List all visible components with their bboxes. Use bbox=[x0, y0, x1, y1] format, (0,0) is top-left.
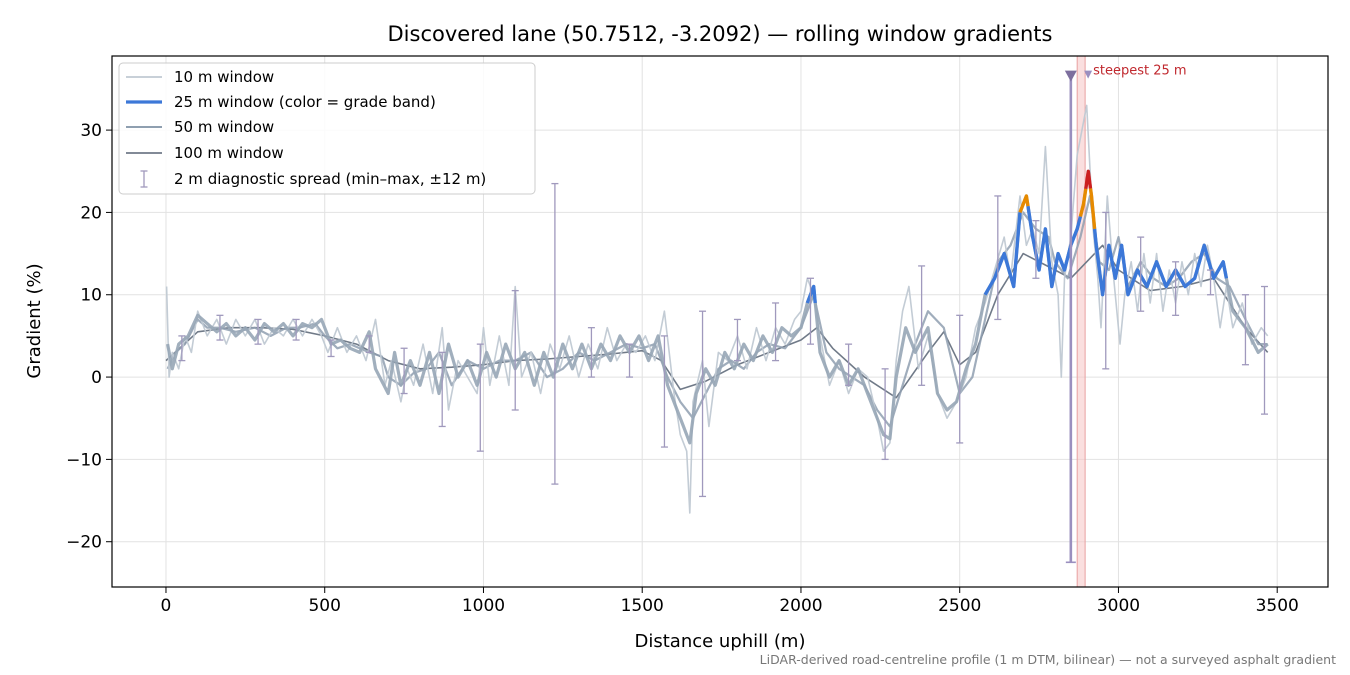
x-axis: 0 500 1000 1500 2000 2500 3000 3500 bbox=[161, 587, 1299, 616]
x-tick-label: 3500 bbox=[1256, 596, 1299, 616]
x-tick-label: 3000 bbox=[1097, 596, 1140, 616]
y-tick-label: 0 bbox=[91, 368, 102, 388]
legend-label-w25: 25 m window (color = grade band) bbox=[174, 93, 436, 111]
y-tick-label: 30 bbox=[80, 121, 102, 141]
series-layer bbox=[165, 104, 1269, 514]
error-bar-layer bbox=[178, 182, 1269, 498]
legend-label-err: 2 m diagnostic spread (min–max, ±12 m) bbox=[174, 170, 486, 188]
grade-band-red bbox=[1084, 169, 1093, 190]
y-axis: −20 −10 0 10 20 30 bbox=[66, 121, 112, 553]
y-tick-label: −10 bbox=[66, 450, 102, 470]
x-tick-label: 0 bbox=[161, 596, 172, 616]
steepest-label: steepest 25 m bbox=[1093, 64, 1186, 79]
chart-title: Discovered lane (50.7512, -3.2092) — rol… bbox=[388, 22, 1053, 46]
steepest-span bbox=[1077, 56, 1086, 587]
plot-frame bbox=[111, 55, 1329, 588]
footnote: LiDAR-derived road-centreline profile (1… bbox=[760, 652, 1336, 667]
steepest-pointer bbox=[1084, 70, 1093, 79]
legend: 10 m window 25 m window (color = grade ba… bbox=[118, 62, 536, 195]
marker-layer: steepest 25 m bbox=[1064, 64, 1187, 564]
y-tick-label: −20 bbox=[66, 533, 102, 553]
grade-band-orange bbox=[1078, 188, 1088, 217]
x-tick-label: 1000 bbox=[462, 596, 505, 616]
x-tick-label: 2000 bbox=[779, 596, 822, 616]
y-axis-label: Gradient (%) bbox=[24, 263, 45, 378]
x-axis-label: Distance uphill (m) bbox=[635, 631, 806, 652]
legend-box bbox=[118, 62, 536, 195]
legend-label-w10: 10 m window bbox=[174, 68, 274, 86]
steepest-layer bbox=[1076, 56, 1086, 587]
y-tick-label: 20 bbox=[80, 203, 102, 223]
x-tick-label: 1500 bbox=[621, 596, 664, 616]
y-tick-label: 10 bbox=[80, 286, 102, 306]
grade-band-blue bbox=[805, 284, 817, 304]
grade-band-blue bbox=[1092, 228, 1229, 297]
grade-band-orange bbox=[1088, 188, 1097, 230]
x-tick-label: 500 bbox=[308, 596, 340, 616]
grade-band-orange bbox=[1018, 194, 1030, 214]
legend-label-w100: 100 m window bbox=[174, 144, 284, 162]
marker-triangle bbox=[1064, 70, 1077, 82]
legend-label-w50: 50 m window bbox=[174, 118, 274, 136]
x-tick-label: 2500 bbox=[938, 596, 981, 616]
grade-band-blue bbox=[983, 212, 1022, 296]
